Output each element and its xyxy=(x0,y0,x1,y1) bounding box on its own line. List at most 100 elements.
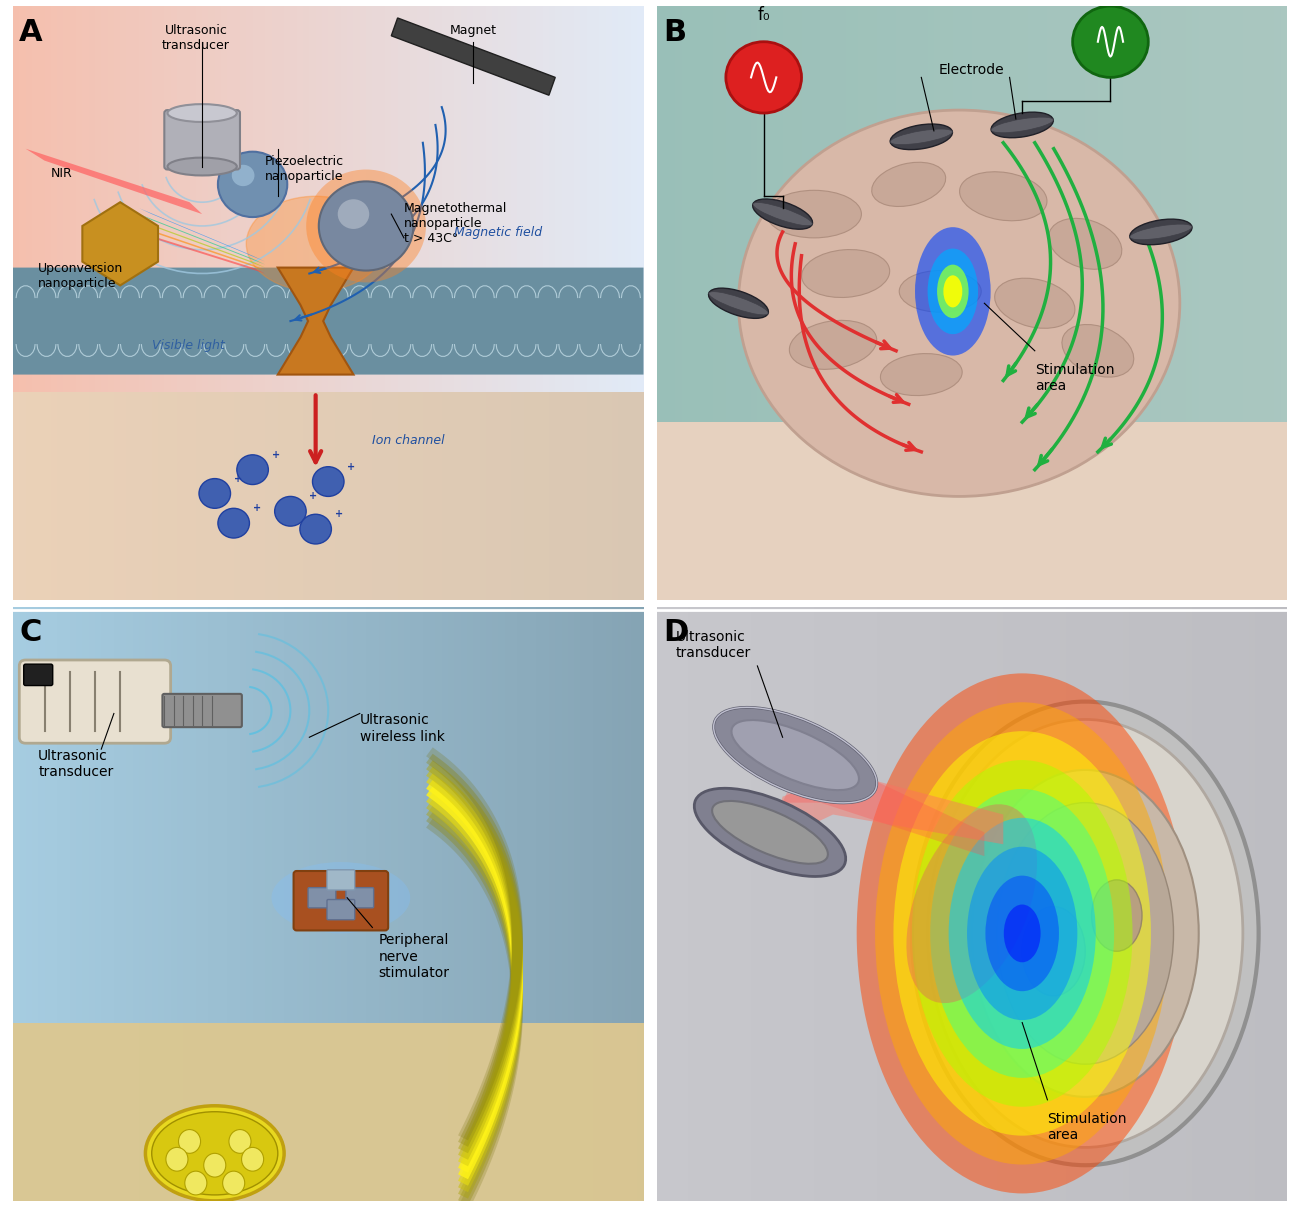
Bar xyxy=(221,1023,228,1201)
Bar xyxy=(44,6,51,392)
Bar xyxy=(159,6,164,392)
Bar xyxy=(701,606,707,1201)
Bar xyxy=(807,422,814,600)
Bar xyxy=(120,606,126,1023)
Bar xyxy=(316,606,322,1023)
Bar xyxy=(328,6,334,392)
Bar xyxy=(537,606,542,1023)
Bar xyxy=(183,606,190,1023)
Bar xyxy=(416,606,422,1023)
Bar xyxy=(663,606,670,1201)
Ellipse shape xyxy=(994,278,1075,329)
Bar xyxy=(1274,422,1280,600)
Bar xyxy=(751,6,758,422)
Bar xyxy=(1097,422,1104,600)
Bar xyxy=(126,6,133,392)
Text: A: A xyxy=(20,18,43,47)
Circle shape xyxy=(318,182,413,270)
Bar xyxy=(13,606,20,1023)
Ellipse shape xyxy=(714,707,876,803)
Polygon shape xyxy=(26,149,203,213)
Bar xyxy=(580,606,586,1023)
Bar xyxy=(1268,606,1274,1201)
Bar xyxy=(688,606,694,1201)
Bar xyxy=(101,606,108,1023)
Bar xyxy=(391,606,398,1023)
Bar xyxy=(265,1023,272,1201)
Bar xyxy=(1054,6,1060,422)
Bar xyxy=(630,6,637,392)
Bar xyxy=(796,6,802,422)
Bar xyxy=(32,1023,38,1201)
Text: Ultrasonic
transducer: Ultrasonic transducer xyxy=(676,631,750,660)
Bar xyxy=(473,6,480,392)
FancyBboxPatch shape xyxy=(162,694,242,727)
Bar xyxy=(64,392,70,600)
Bar xyxy=(827,422,833,600)
Ellipse shape xyxy=(875,702,1169,1164)
Bar xyxy=(820,422,827,600)
Bar xyxy=(1236,422,1243,600)
Bar xyxy=(624,606,630,1023)
Bar xyxy=(146,6,152,392)
Bar xyxy=(51,1023,57,1201)
Bar xyxy=(599,1023,606,1201)
Bar xyxy=(322,6,328,392)
Bar xyxy=(953,606,959,1201)
Bar xyxy=(586,606,593,1023)
Bar xyxy=(183,6,190,392)
Bar xyxy=(385,606,391,1023)
Text: Upconversion
nanoparticle: Upconversion nanoparticle xyxy=(38,262,124,290)
Text: Magnetothermal
nanoparticle
t > 43C°: Magnetothermal nanoparticle t > 43C° xyxy=(404,203,507,245)
Bar xyxy=(196,392,203,600)
Bar xyxy=(95,392,101,600)
Bar xyxy=(322,392,328,600)
FancyBboxPatch shape xyxy=(164,110,240,170)
Bar xyxy=(422,6,429,392)
Bar xyxy=(915,6,922,422)
Bar xyxy=(385,6,391,392)
Ellipse shape xyxy=(1130,220,1192,245)
Bar xyxy=(928,6,933,422)
Bar xyxy=(1136,606,1141,1201)
Bar xyxy=(64,1023,70,1201)
Bar xyxy=(164,6,170,392)
Ellipse shape xyxy=(949,818,1096,1049)
Bar xyxy=(341,606,347,1023)
Bar xyxy=(246,6,252,392)
Bar xyxy=(208,392,214,600)
Bar xyxy=(108,392,114,600)
Bar xyxy=(170,606,177,1023)
Bar xyxy=(1054,606,1060,1201)
Bar xyxy=(933,606,940,1201)
Bar xyxy=(1035,6,1041,422)
Bar xyxy=(517,1023,524,1201)
Bar xyxy=(1274,606,1280,1201)
Bar xyxy=(637,1023,644,1201)
Bar xyxy=(259,606,265,1023)
Bar xyxy=(586,1023,593,1201)
Bar xyxy=(959,422,966,600)
Bar xyxy=(593,1023,599,1201)
Bar xyxy=(1230,606,1236,1201)
Bar xyxy=(398,392,404,600)
Bar xyxy=(940,606,946,1201)
Bar xyxy=(670,606,676,1201)
Bar xyxy=(1015,6,1022,422)
Bar xyxy=(290,606,296,1023)
Text: Ion channel: Ion channel xyxy=(372,434,445,448)
Bar xyxy=(889,606,896,1201)
Bar xyxy=(889,6,896,422)
Bar xyxy=(341,1023,347,1201)
Text: D: D xyxy=(663,619,688,648)
Bar xyxy=(183,1023,190,1201)
Bar xyxy=(398,6,404,392)
Bar xyxy=(549,1023,555,1201)
Bar xyxy=(745,6,751,422)
Bar xyxy=(170,392,177,600)
Bar xyxy=(296,1023,303,1201)
Bar xyxy=(1218,606,1225,1201)
Bar xyxy=(1097,6,1104,422)
Bar xyxy=(455,392,460,600)
Bar xyxy=(1130,606,1136,1201)
